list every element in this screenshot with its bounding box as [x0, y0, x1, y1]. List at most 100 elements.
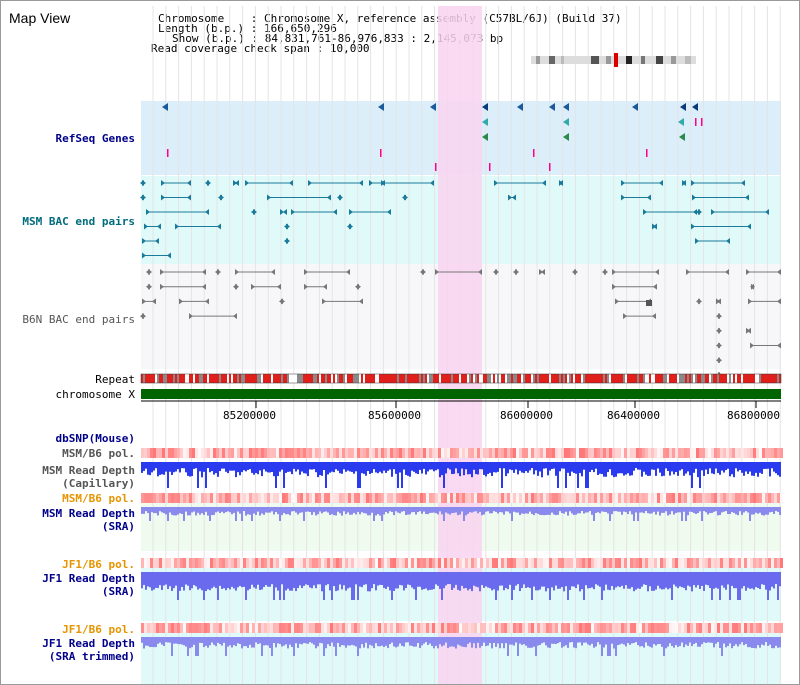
- track-label-msm-depth-capillary[interactable]: MSM Read Depth: [42, 464, 135, 477]
- polymorphism-cell: [567, 558, 570, 568]
- polymorphism-cell: [684, 448, 687, 458]
- track-label-jf1-depth-sra[interactable]: JF1 Read Depth: [42, 572, 135, 585]
- read-depth-bar: [543, 462, 545, 469]
- track-label-msm-depth-sra[interactable]: MSM Read Depth: [42, 507, 135, 520]
- polymorphism-cell: [600, 493, 603, 503]
- read-depth-bar: [293, 572, 295, 588]
- read-depth-bar: [723, 637, 725, 644]
- polymorphism-cell: [666, 623, 669, 633]
- read-depth-bar: [193, 637, 195, 645]
- read-depth-bar: [159, 462, 161, 475]
- repeat-segment: [413, 374, 415, 383]
- bac-end-marker: [693, 209, 697, 215]
- track-label-jf1-b6-pol[interactable]: JF1/B6 pol.: [62, 558, 135, 571]
- polymorphism-cell: [234, 493, 237, 503]
- repeat-segment: [307, 374, 309, 383]
- read-depth-bar: [285, 507, 287, 515]
- read-depth-bar: [259, 507, 261, 516]
- track-label-b6n-bac[interactable]: B6N BAC end pairs: [22, 313, 135, 326]
- polymorphism-cell: [333, 558, 336, 568]
- read-depth-bar: [691, 572, 693, 592]
- repeat-segment: [449, 374, 451, 383]
- read-depth-bar: [161, 637, 163, 645]
- read-depth-bar: [171, 462, 173, 475]
- read-depth-bar: [327, 572, 329, 585]
- polymorphism-cell: [210, 493, 213, 503]
- polymorphism-cell: [591, 558, 594, 568]
- read-depth-bar: [599, 462, 601, 474]
- read-depth-bar: [675, 507, 677, 513]
- polymorphism-cell: [258, 493, 261, 503]
- polymorphism-cell: [630, 448, 633, 458]
- polymorphism-cell: [330, 623, 333, 633]
- read-depth-bar: [561, 572, 563, 588]
- track-label-jf1-b6-pol-trimmed[interactable]: JF1/B6 pol.: [62, 623, 135, 636]
- read-depth-bar: [691, 637, 693, 647]
- track-label-msm-b6-pol-capillary[interactable]: MSM/B6 pol.: [62, 447, 135, 460]
- polymorphism-cell: [492, 558, 495, 568]
- read-depth-bar: [707, 462, 709, 475]
- read-depth-bar: [491, 572, 493, 591]
- polymorphism-cell: [606, 448, 609, 458]
- polymorphism-cell: [543, 623, 546, 633]
- read-depth-bar: [487, 572, 489, 588]
- polymorphism-cell: [204, 493, 207, 503]
- polymorphism-cell: [714, 558, 717, 568]
- read-depth-bar: [275, 637, 277, 648]
- polymorphism-cell: [456, 558, 459, 568]
- read-depth-bar: [717, 507, 719, 516]
- read-depth-bar: [779, 572, 781, 587]
- polymorphism-cell: [537, 558, 540, 568]
- read-depth-bar: [271, 637, 273, 656]
- read-depth-bar: [463, 507, 465, 521]
- read-depth-bar: [411, 507, 413, 513]
- repeat-segment: [751, 374, 753, 383]
- repeat-segment: [305, 374, 307, 383]
- read-depth-bar: [155, 507, 157, 514]
- repeat-segment: [177, 374, 179, 383]
- polymorphism-cell: [561, 493, 564, 503]
- read-depth-bar: [463, 572, 465, 589]
- polymorphism-cell: [435, 558, 438, 568]
- repeat-segment: [681, 374, 683, 383]
- read-depth-bar: [375, 637, 377, 644]
- read-depth-bar: [299, 572, 301, 586]
- gene-tick: [533, 149, 535, 157]
- read-depth-bar: [465, 507, 467, 516]
- read-depth-bar: [495, 572, 497, 600]
- read-depth-bar: [679, 462, 681, 471]
- polymorphism-cell: [384, 558, 387, 568]
- track-label-msm-bac[interactable]: MSM BAC end pairs: [22, 215, 135, 228]
- read-depth-bar: [265, 637, 267, 646]
- read-depth-bar: [399, 572, 401, 585]
- read-depth-bar: [155, 572, 157, 588]
- read-depth-bar: [239, 572, 241, 586]
- polymorphism-cell: [315, 448, 318, 458]
- repeat-segment: [725, 374, 727, 383]
- track-label-jf1-depth-trimmed[interactable]: JF1 Read Depth: [42, 637, 135, 650]
- polymorphism-cell: [753, 493, 756, 503]
- track-label-msm-b6-pol-sra[interactable]: MSM/B6 pol.: [62, 492, 135, 505]
- polymorphism-cell: [570, 623, 573, 633]
- polymorphism-cell: [441, 558, 444, 568]
- polymorphism-cell: [714, 493, 717, 503]
- read-depth-bar: [591, 572, 593, 588]
- gene-tick: [435, 163, 437, 171]
- read-depth-bar: [215, 507, 217, 513]
- read-depth-bar: [359, 507, 361, 515]
- polymorphism-cell: [711, 493, 714, 503]
- read-depth-bar: [571, 507, 573, 514]
- repeat-segment: [189, 374, 191, 383]
- read-depth-bar: [663, 572, 665, 590]
- read-depth-bar: [603, 507, 605, 512]
- polymorphism-cell: [399, 493, 402, 503]
- polymorphism-cell: [759, 558, 762, 568]
- polymorphism-cell: [522, 558, 525, 568]
- track-label-dbsnp[interactable]: dbSNP(Mouse): [55, 432, 135, 445]
- polymorphism-cell: [351, 448, 354, 458]
- polymorphism-cell: [609, 558, 612, 568]
- polymorphism-cell: [762, 623, 765, 633]
- track-label-refseq-genes[interactable]: RefSeq Genes: [55, 132, 135, 145]
- polymorphism-cell: [687, 623, 690, 633]
